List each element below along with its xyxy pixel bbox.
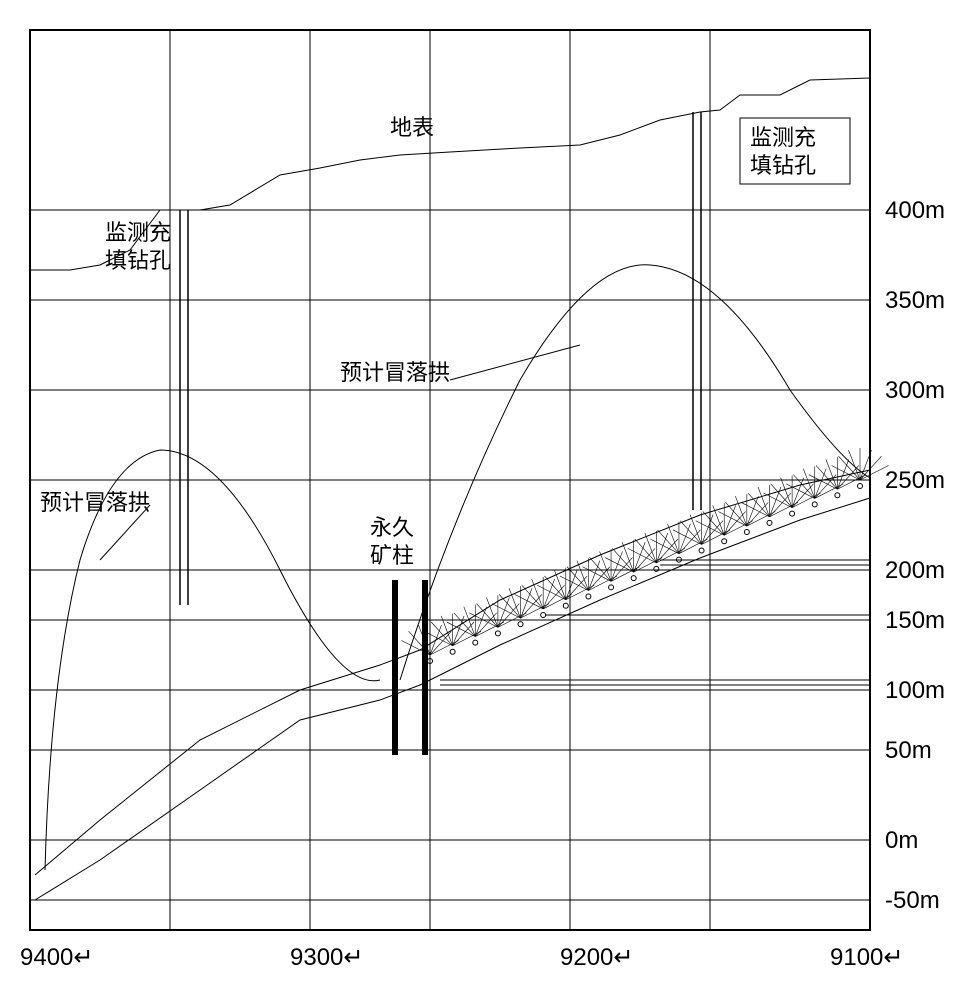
drill-label-2-line2: 填钻孔 (750, 153, 816, 178)
svg-text:0m: 0m (885, 827, 918, 854)
svg-text:200m: 200m (885, 557, 945, 584)
permanent-pillar (395, 580, 425, 755)
grid (30, 30, 870, 930)
svg-text:50m: 50m (885, 737, 932, 764)
svg-text:150m: 150m (885, 607, 945, 634)
pillar-label-line2: 矿柱 (370, 543, 414, 568)
cross-section-svg: 地表 监测充 填钻孔 监测充 填钻孔 预计冒落拱 预计冒落拱 永久 矿柱 400… (0, 0, 970, 1000)
y-axis-labels: 400m 350m 300m 250m 200m 150m 100m 50m 0m -50m (885, 197, 945, 914)
diagram-container: 地表 监测充 填钻孔 监测充 填钻孔 预计冒落拱 预计冒落拱 永久 矿柱 400… (0, 0, 970, 1000)
svg-text:100m: 100m (885, 677, 945, 704)
svg-text:9100↵: 9100↵ (830, 944, 904, 971)
svg-text:250m: 250m (885, 467, 945, 494)
svg-text:300m: 300m (885, 377, 945, 404)
surface-label: 地表 (390, 115, 434, 140)
svg-text:9200↵: 9200↵ (560, 944, 634, 971)
svg-text:-50m: -50m (885, 887, 940, 914)
arch-label-right: 预计冒落拱 (340, 360, 450, 385)
drill-label-2-line1: 监测充 (750, 125, 816, 150)
svg-text:9300↵: 9300↵ (290, 944, 364, 971)
drill-label-1-line1: 监测充 (105, 220, 171, 245)
svg-text:400m: 400m (885, 197, 945, 224)
arch-label-left: 预计冒落拱 (40, 490, 150, 515)
svg-text:350m: 350m (885, 287, 945, 314)
tunnel-lines (440, 560, 870, 685)
svg-text:9400↵: 9400↵ (20, 944, 94, 971)
drill-label-1-line2: 填钻孔 (105, 248, 171, 273)
pillar-label-line1: 永久 (370, 515, 414, 540)
expected-caving-arch-right (400, 265, 870, 680)
x-axis-labels: 9400↵ 9300↵ 9200↵ 9100↵ (20, 944, 904, 971)
